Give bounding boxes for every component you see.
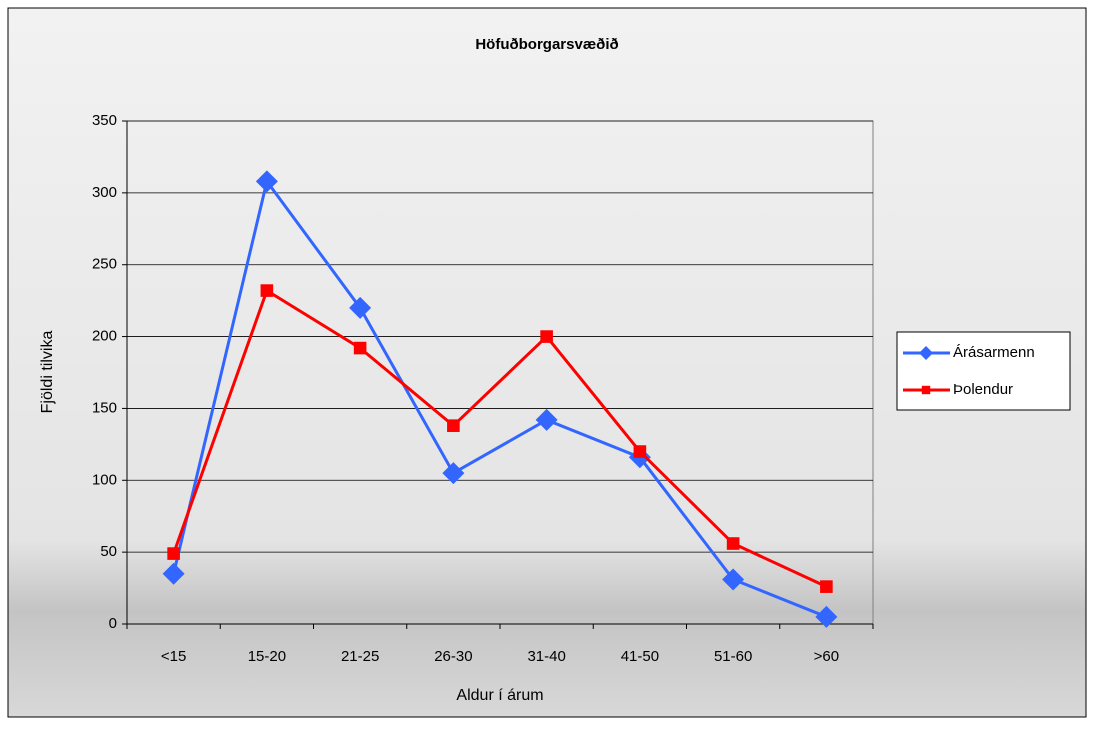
x-tick-label: 21-25 — [341, 648, 379, 665]
x-tick-label: 31-40 — [527, 648, 565, 665]
marker — [922, 386, 930, 394]
marker — [540, 330, 553, 343]
marker — [727, 537, 740, 550]
marker — [354, 342, 367, 355]
y-tick-label: 0 — [109, 615, 117, 632]
chart: Höfuðborgarsvæðið Aldur í árum Fjöldi ti… — [0, 0, 1094, 745]
y-tick-label: 300 — [92, 184, 117, 201]
x-tick-label: 15-20 — [248, 648, 286, 665]
y-axis-label: Fjöldi tilvika — [39, 331, 56, 414]
y-tick-label: 100 — [92, 471, 117, 488]
x-tick-label: 51-60 — [714, 648, 752, 665]
chart-title: Höfuðborgarsvæðið — [475, 36, 618, 53]
marker — [820, 580, 833, 593]
x-tick-label: 26-30 — [434, 648, 472, 665]
marker — [261, 284, 274, 297]
y-tick-label: 350 — [92, 112, 117, 129]
x-tick-label: 41-50 — [621, 648, 659, 665]
y-tick-label: 150 — [92, 399, 117, 416]
x-tick-label: <15 — [161, 648, 186, 665]
x-axis-label: Aldur í árum — [456, 687, 543, 704]
legend-label: Árásarmenn — [953, 344, 1035, 361]
marker — [167, 547, 180, 560]
marker — [447, 419, 460, 432]
legend-label: Þolendur — [953, 381, 1013, 398]
y-tick-label: 50 — [100, 543, 117, 560]
y-tick-label: 200 — [92, 328, 117, 345]
marker — [634, 445, 647, 458]
y-tick-label: 250 — [92, 256, 117, 273]
x-tick-label: >60 — [814, 648, 839, 665]
